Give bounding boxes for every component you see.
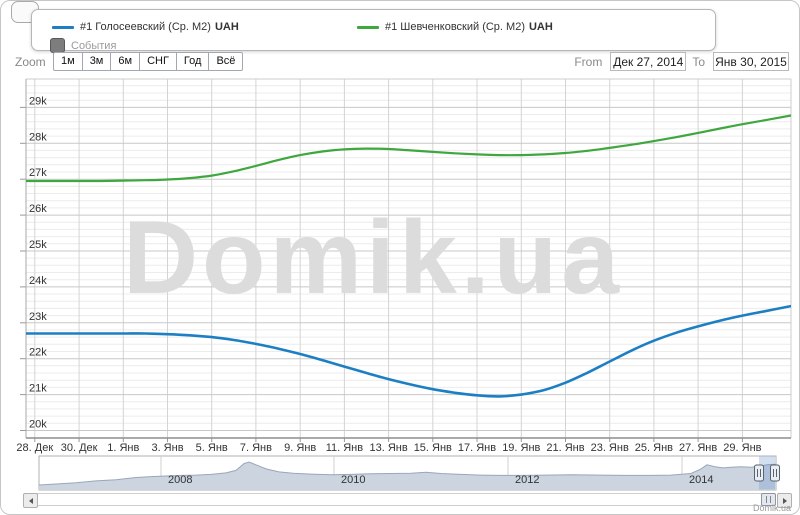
svg-text:25. Янв: 25. Янв <box>635 442 673 454</box>
legend-item-shevchenkovskiy[interactable]: #1 Шевченковский (Ср. М2) UAH <box>357 21 553 33</box>
zoom-button-1y[interactable]: Год <box>175 52 210 71</box>
svg-text:2010: 2010 <box>341 474 365 486</box>
from-label: From <box>574 54 603 69</box>
from-date-input[interactable] <box>610 52 687 71</box>
navigator[interactable] <box>38 455 780 491</box>
svg-text:17. Янв: 17. Янв <box>458 442 496 454</box>
svg-text:2014: 2014 <box>689 474 713 486</box>
svg-text:2012: 2012 <box>515 474 539 486</box>
legend-events-label: События <box>71 39 117 52</box>
navigator-selected-range[interactable] <box>759 456 775 490</box>
legend-series-name: #1 Шевченковский (Ср. М2) <box>385 21 525 33</box>
svg-text:26k: 26k <box>29 203 47 215</box>
to-label: To <box>692 54 705 69</box>
legend-series-name: #1 Голосеевский (Ср. М2) <box>80 21 211 33</box>
arrow-right-icon <box>782 497 790 504</box>
scrollbar-right-button[interactable] <box>777 493 792 508</box>
svg-text:23. Янв: 23. Янв <box>591 442 629 454</box>
series-line-swatch-blue <box>52 25 74 29</box>
svg-text:30. Дек: 30. Дек <box>61 442 98 454</box>
zoom-button-ytd[interactable]: СНГ <box>139 52 177 71</box>
grip-icon <box>766 496 771 503</box>
svg-text:1. Янв: 1. Янв <box>107 442 139 454</box>
series-line-1[interactable] <box>13 114 791 183</box>
y-axis-labels: 20k 21k 22k 23k 24k 25k 26k 27k 28k 29k <box>29 95 47 430</box>
svg-text:11. Янв: 11. Янв <box>326 442 364 454</box>
legend-series-unit: UAH <box>214 21 239 33</box>
scrollbar-left-button[interactable] <box>23 493 38 508</box>
svg-text:27. Янв: 27. Янв <box>679 442 717 454</box>
svg-text:21. Янв: 21. Янв <box>546 442 584 454</box>
zoom-button-all[interactable]: Всё <box>208 52 244 71</box>
x-axis-labels: 28. Дек 30. Дек 1. Янв 3. Янв 5. Янв 7. Янв 9.… <box>16 442 761 454</box>
watermark: Domik.ua <box>123 200 623 316</box>
scrollbar-thumb[interactable] <box>761 493 776 506</box>
credit-label: Domik.ua <box>752 503 791 513</box>
series-line-0[interactable] <box>13 304 791 398</box>
svg-text:7. Янв: 7. Янв <box>240 442 272 454</box>
zoom-label: Zoom <box>15 55 46 69</box>
svg-text:24k: 24k <box>29 275 47 287</box>
zoom-button-group: 1м 3м 6м СНГ Год Всё <box>53 52 244 71</box>
navigator-year-labels: 2008 2010 2012 2014 <box>168 474 713 486</box>
legend-series-unit: UAH <box>528 21 553 33</box>
svg-text:3. Янв: 3. Янв <box>151 442 183 454</box>
svg-text:28. Дек: 28. Дек <box>16 442 53 454</box>
date-range: From To <box>574 52 789 71</box>
svg-text:29k: 29k <box>29 95 47 107</box>
scrollbar-track[interactable] <box>37 493 762 506</box>
svg-text:28k: 28k <box>29 131 47 143</box>
toolbar: Zoom 1м 3м 6м СНГ Год Всё From To <box>1 52 799 72</box>
navigator-left-handle[interactable] <box>754 464 764 482</box>
svg-text:2008: 2008 <box>168 474 192 486</box>
zoom-button-1m[interactable]: 1м <box>53 52 83 71</box>
vertical-gridlines <box>34 79 743 442</box>
legend: #1 Голосеевский (Ср. М2) UAH #1 Шевченко… <box>31 9 716 53</box>
legend-item-events[interactable]: События <box>50 38 116 53</box>
zoom-button-3m[interactable]: 3м <box>81 52 112 71</box>
series-line-swatch-green <box>357 25 379 29</box>
arrow-left-icon <box>26 497 33 504</box>
svg-text:21k: 21k <box>29 383 47 395</box>
svg-text:25k: 25k <box>29 239 47 251</box>
svg-text:9. Янв: 9. Янв <box>284 442 316 454</box>
svg-text:13. Янв: 13. Янв <box>369 442 407 454</box>
zoom-button-6m[interactable]: 6м <box>110 52 141 71</box>
svg-text:15. Янв: 15. Янв <box>414 442 452 454</box>
events-swatch-icon <box>50 38 65 53</box>
minor-gridlines <box>26 85 791 439</box>
svg-text:23k: 23k <box>29 311 47 323</box>
svg-text:5. Янв: 5. Янв <box>196 442 228 454</box>
navigator-right-handle[interactable] <box>770 464 780 482</box>
svg-text:22k: 22k <box>29 347 47 359</box>
to-date-input[interactable] <box>713 52 789 71</box>
svg-text:27k: 27k <box>29 167 47 179</box>
svg-text:20k: 20k <box>29 419 47 431</box>
svg-text:29. Янв: 29. Янв <box>723 442 761 454</box>
svg-text:19. Янв: 19. Янв <box>502 442 540 454</box>
axes <box>25 78 792 439</box>
legend-item-goloseevskiy[interactable]: #1 Голосеевский (Ср. М2) UAH <box>52 21 239 33</box>
